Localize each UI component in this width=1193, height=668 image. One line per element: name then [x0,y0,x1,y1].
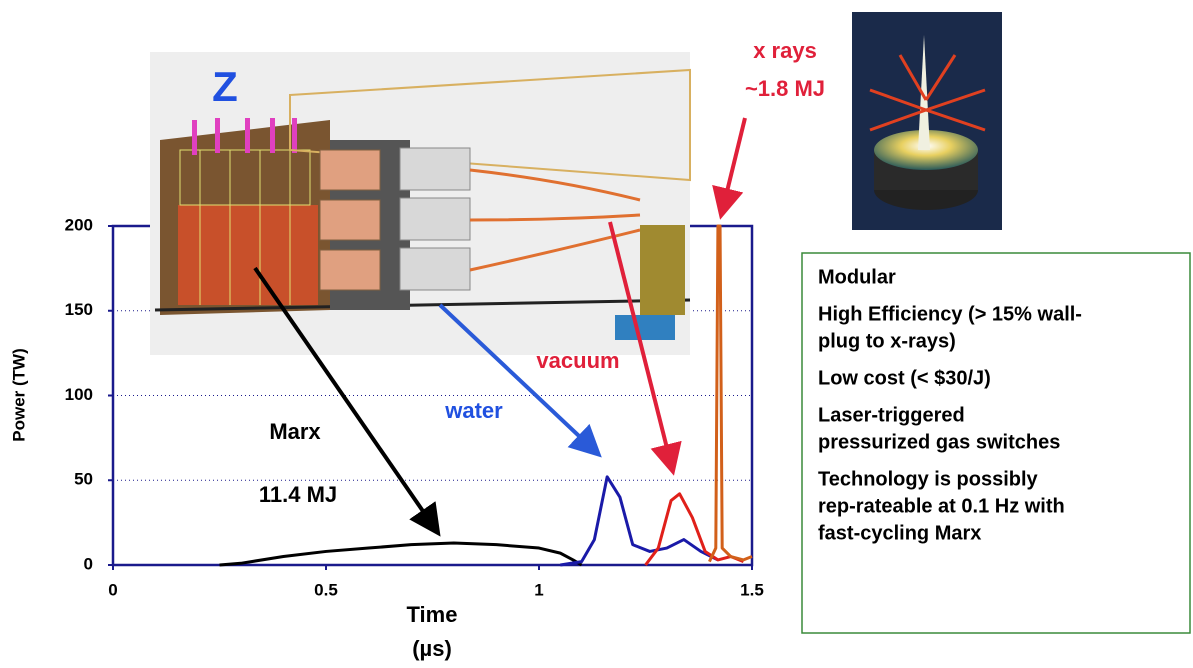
x-tick-label: 1 [534,580,543,599]
y-axis-label: Power (TW) [9,348,28,442]
x-axis-unit: (µs) [412,636,452,661]
feature-text: pressurized gas switches [818,431,1060,453]
y-tick-label: 200 [65,215,93,234]
annotation: water [444,398,503,423]
y-tick-label: 100 [65,385,93,404]
target-image [852,12,1002,230]
feature-text: fast-cycling Marx [818,522,981,544]
annotation: Z [212,63,238,110]
x-tick-label: 1.5 [740,580,764,599]
feature-text: Technology is possibly [818,468,1039,490]
y-tick-label: 0 [84,554,93,573]
x-tick-label: 0.5 [314,580,338,599]
annotation: Marx [269,419,321,444]
y-tick-label: 150 [65,300,93,319]
feature-text: Laser-triggered [818,404,965,426]
x-axis-label: Time [407,602,458,627]
series-line [220,543,582,565]
series-line [709,226,752,562]
annotation: vacuum [536,348,619,373]
annotation: 11.4 MJ [259,482,337,507]
feature-text: Low cost (< $30/J) [818,367,991,389]
y-tick-label: 50 [74,470,93,489]
chart: 0 50 100 150 200 0 0.5 1 1.5 Time (µs) Power (TW) Zx… [0,0,1193,668]
feature-text: Modular [818,266,896,288]
annotation: x rays [753,38,817,63]
x-tick-label: 0 [108,580,117,599]
feature-text: rep-rateable at 0.1 Hz with [818,495,1065,517]
feature-text: plug to x-rays) [818,330,956,352]
annotation: ~1.8 MJ [745,76,825,101]
feature-text: High Efficiency (> 15% wall- [818,303,1082,325]
